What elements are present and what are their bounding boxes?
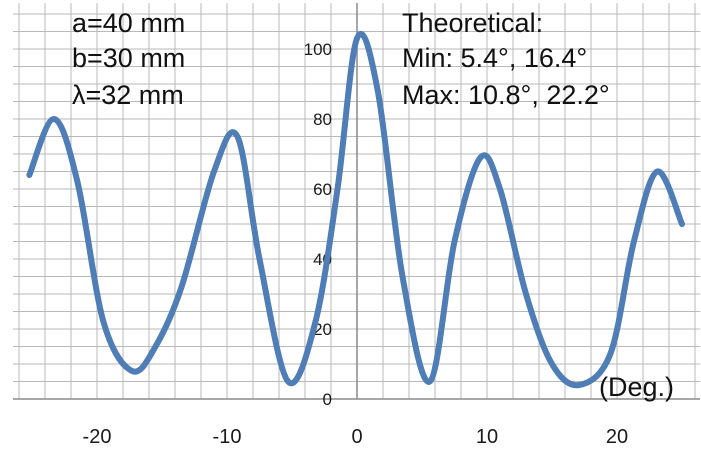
param-b-label: b=30 mm: [72, 43, 185, 73]
x-axis-label: (Deg.): [599, 372, 674, 402]
param-a-label: a=40 mm: [72, 8, 185, 38]
y-tick-label: 100: [304, 40, 332, 59]
x-tick-labels: -20 -10 0 10 20: [83, 426, 629, 448]
x-tick-label: 20: [606, 426, 628, 448]
theoretical-max: Max: 10.8°, 22.2°: [402, 80, 610, 110]
x-tick-label: 10: [476, 426, 498, 448]
y-tick-label: 80: [313, 110, 332, 129]
x-tick-label: 0: [351, 426, 362, 448]
param-lambda-label: λ=32 mm: [72, 80, 184, 110]
theoretical-title: Theoretical:: [402, 8, 543, 38]
x-tick-label: -10: [213, 426, 242, 448]
y-tick-label: 60: [313, 180, 332, 199]
theoretical-min: Min: 5.4°, 16.4°: [402, 43, 587, 73]
y-tick-label: 20: [313, 320, 332, 339]
series-line: [26, 30, 685, 389]
x-tick-label: -20: [83, 426, 112, 448]
y-tick-label: 0: [323, 390, 332, 409]
